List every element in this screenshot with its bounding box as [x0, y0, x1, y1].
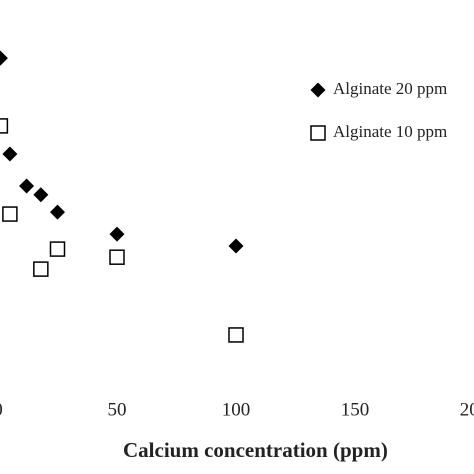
data-point: [109, 226, 125, 242]
data-point: [109, 249, 125, 265]
data-point: [49, 241, 66, 257]
data-point: [228, 327, 244, 343]
legend-marker: [310, 125, 326, 141]
data-point: [0, 50, 8, 66]
data-point: [19, 178, 35, 194]
data-point: [33, 187, 49, 203]
x-tick-label: 50: [108, 399, 127, 420]
legend-label: Alginate 10 ppm: [333, 122, 447, 141]
data-point: [2, 146, 18, 162]
data-point: [50, 204, 65, 220]
x-axis-label: Calcium concentration (ppm): [123, 438, 388, 462]
data-point: [228, 238, 244, 254]
data-point: [0, 118, 9, 134]
x-tick-label: 100: [222, 399, 251, 420]
legend-label: Alginate 20 ppm: [333, 79, 447, 98]
x-tick-label: 0: [0, 399, 3, 420]
data-point: [33, 261, 49, 277]
x-tick-label: 150: [341, 399, 370, 420]
x-tick-label: 200: [460, 399, 474, 420]
legend-marker: [310, 82, 326, 98]
data-point: [2, 206, 18, 222]
